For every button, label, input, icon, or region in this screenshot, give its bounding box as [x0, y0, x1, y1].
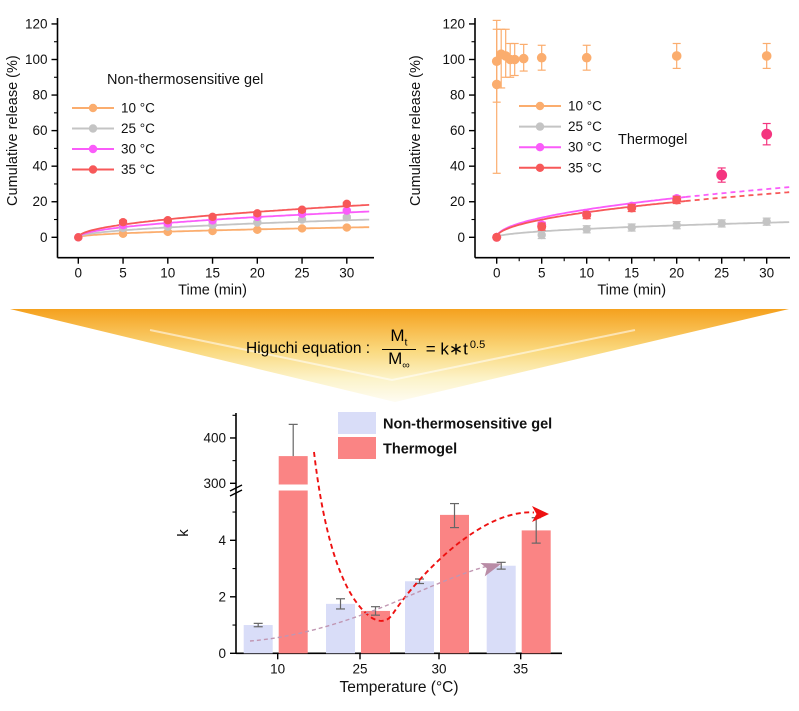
chart-nonthermo-release: 0 20 40 60 80 100 120 0 5 10 15 20 25 30 Cumulative re… [5, 16, 374, 299]
svg-text:10 °C: 10 °C [568, 99, 602, 114]
svg-text:0: 0 [40, 230, 48, 245]
svg-text:120: 120 [442, 16, 465, 31]
axes: 0 20 40 60 80 100 120 0 5 10 15 20 25 30 Cumulative re… [5, 16, 374, 299]
series-10-°C [491, 19, 772, 174]
series-35-°C-outliers [716, 122, 773, 183]
svg-text:15: 15 [624, 266, 639, 281]
svg-text:300: 300 [203, 476, 226, 491]
series-30-°C [74, 206, 351, 242]
series-35-°C [74, 199, 351, 242]
plot-annotation: Thermogel [618, 132, 687, 148]
svg-text:5: 5 [119, 266, 127, 281]
svg-text:35 °C: 35 °C [121, 162, 155, 177]
svg-text:10 °C: 10 °C [121, 101, 155, 116]
svg-text:0: 0 [75, 266, 83, 281]
chart-thermogel-release: 0 20 40 60 80 100 120 0 5 10 15 20 25 30 Cumulative re… [408, 16, 790, 299]
svg-text:100: 100 [442, 52, 465, 67]
svg-text:35: 35 [513, 661, 528, 676]
svg-text:30: 30 [759, 266, 774, 281]
trend-curves [249, 451, 549, 642]
svg-text:30: 30 [431, 661, 446, 676]
svg-text:60: 60 [32, 123, 47, 138]
svg-text:35 °C: 35 °C [568, 160, 602, 175]
svg-text:10: 10 [579, 266, 594, 281]
svg-text:5: 5 [538, 266, 546, 281]
svg-text:30: 30 [339, 266, 354, 281]
svg-text:400: 400 [203, 430, 226, 445]
svg-text:Non-thermosensitive gel: Non-thermosensitive gel [107, 72, 263, 88]
svg-text:30 °C: 30 °C [568, 140, 602, 155]
svg-text:25: 25 [714, 266, 729, 281]
legend: 10 °C 25 °C 30 °C 35 °C [519, 99, 602, 175]
svg-text:Thermogel: Thermogel [383, 442, 457, 458]
legend: Non-thermosensitive gel Thermogel [338, 412, 552, 459]
svg-text:10: 10 [270, 661, 285, 676]
svg-text:25 °C: 25 °C [568, 119, 602, 134]
svg-text:Cumulative release (%): Cumulative release (%) [5, 55, 21, 206]
axis-break [229, 484, 243, 497]
equation-exponent: 0.5 [469, 338, 486, 351]
series-25-°C [492, 217, 771, 242]
funnel-shape [10, 309, 789, 402]
series-35-°C [492, 195, 682, 242]
svg-text:0: 0 [457, 230, 465, 245]
higuchi-equation: Higuchi equation : Mt M∞ = k∗t 0.5 [246, 317, 485, 381]
svg-text:Temperature (°C): Temperature (°C) [339, 679, 458, 696]
svg-text:120: 120 [25, 16, 48, 31]
svg-text:40: 40 [32, 159, 47, 174]
svg-text:80: 80 [32, 88, 47, 103]
svg-text:100: 100 [25, 52, 48, 67]
svg-text:Cumulative release (%): Cumulative release (%) [408, 55, 424, 206]
bars-Non-thermosensitive-gel [243, 561, 516, 654]
svg-text:20: 20 [32, 194, 47, 209]
svg-text:60: 60 [450, 123, 465, 138]
funnel-triangle [10, 309, 789, 402]
svg-text:20: 20 [250, 266, 265, 281]
equation-rhs: = k∗t 0.5 [425, 338, 486, 359]
svg-text:25: 25 [352, 661, 367, 676]
plot-title: Non-thermosensitive gel [107, 72, 263, 88]
svg-text:Non-thermosensitive gel: Non-thermosensitive gel [383, 417, 552, 433]
svg-text:30 °C: 30 °C [121, 142, 155, 157]
svg-text:k: k [175, 529, 192, 537]
svg-text:20: 20 [669, 266, 684, 281]
svg-text:10: 10 [160, 266, 175, 281]
svg-text:25 °C: 25 °C [121, 121, 155, 136]
bars-Thermogel [278, 423, 551, 654]
svg-text:2: 2 [218, 589, 226, 604]
svg-text:80: 80 [450, 88, 465, 103]
svg-text:0: 0 [493, 266, 501, 281]
axes: 0 20 40 60 80 100 120 0 5 10 15 20 25 30 Cumulative re… [408, 16, 790, 299]
equation-denominator: M∞ [382, 348, 416, 371]
svg-text:40: 40 [450, 159, 465, 174]
svg-text:4: 4 [218, 533, 226, 548]
svg-text:Thermogel: Thermogel [618, 132, 687, 148]
svg-text:20: 20 [450, 194, 465, 209]
equation-numerator: Mt [390, 326, 408, 349]
svg-text:Time (min): Time (min) [597, 283, 666, 299]
chart-higuchi-k-bars: 0 2 4 300 400 10 25 30 35 k Temperature (°C) Non-th… [175, 412, 562, 696]
legend: 10 °C 25 °C 30 °C 35 °C [72, 101, 155, 177]
svg-text:15: 15 [205, 266, 220, 281]
svg-text:0: 0 [218, 646, 226, 661]
equation-label: Higuchi equation : [246, 340, 371, 357]
svg-text:25: 25 [295, 266, 310, 281]
svg-text:Time (min): Time (min) [178, 283, 247, 299]
equation-fraction: Mt M∞ [382, 327, 416, 371]
